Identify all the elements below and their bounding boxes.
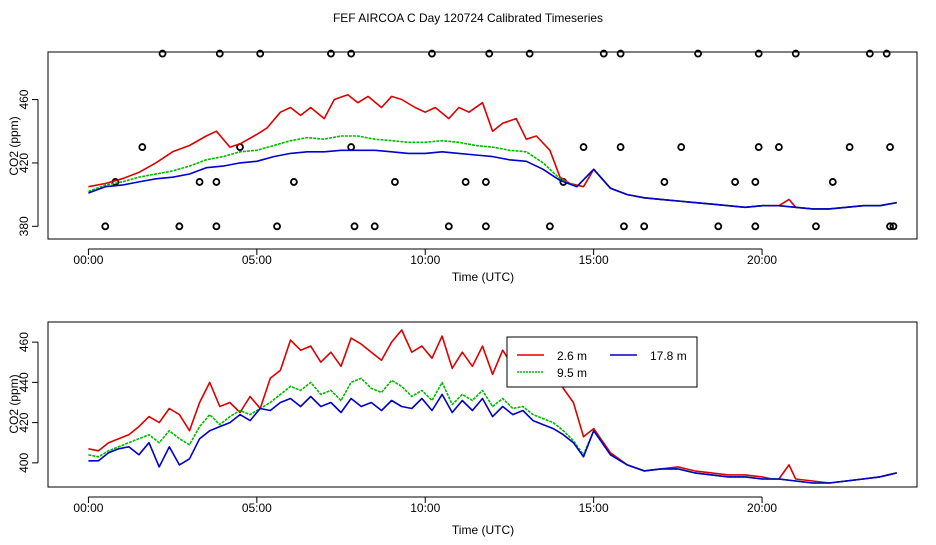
flag-point (195, 178, 204, 186)
figure-title: FEF AIRCOA C Day 120724 Calibrated Times… (333, 11, 603, 25)
x-tick-label: 20:00 (747, 501, 777, 515)
y-tick-label: 400 (17, 453, 31, 473)
y-tick-label: 420 (17, 412, 31, 432)
flag-point (481, 222, 490, 231)
flag-point (391, 178, 399, 186)
flag-point (616, 143, 625, 151)
flag-point (525, 49, 534, 58)
flag-point (327, 49, 335, 58)
series-line-9-5-m (88, 135, 897, 210)
flag-point (754, 49, 763, 58)
y-tick-label: 460 (17, 89, 31, 109)
top-y-axis-label: CO2 (ppm) (7, 116, 21, 175)
flag-point (640, 222, 649, 231)
flag-point (481, 178, 490, 186)
flag-point (775, 143, 783, 151)
flag-point (886, 143, 894, 151)
flag-point (694, 49, 702, 58)
flag-point (370, 222, 379, 231)
flag-point (828, 178, 837, 186)
flag-point (845, 143, 854, 151)
flag-point (882, 49, 891, 58)
flag-point (754, 143, 763, 151)
flag-point (273, 222, 281, 231)
flag-point (677, 143, 686, 151)
legend-label-2-6m: 2.6 m (557, 349, 587, 363)
flag-point (714, 222, 723, 231)
flag-point (599, 49, 608, 58)
flag-point (751, 222, 760, 231)
bottom-panel: CO2 (ppm) Time (UTC) 00:00 05:00 10:00 15:0… (7, 321, 918, 537)
x-tick-label: 05:00 (242, 253, 272, 267)
flag-point (751, 178, 760, 186)
flag-point (620, 222, 628, 231)
flag-point (350, 222, 359, 231)
x-tick-label: 15:00 (579, 501, 609, 515)
x-tick-label: 20:00 (747, 253, 777, 267)
flag-point (545, 222, 554, 231)
top-x-axis-label: Time (UTC) (452, 270, 514, 284)
flag-point (616, 49, 625, 58)
flag-point (812, 222, 820, 231)
series-line-17-8-m (88, 393, 897, 484)
x-tick-label: 10:00 (410, 501, 440, 515)
flag-point (485, 49, 494, 58)
x-tick-label: 10:00 (410, 253, 440, 267)
legend-box (506, 336, 698, 388)
flag-point (212, 178, 221, 186)
flag-point (215, 49, 224, 58)
bottom-y-axis-label: CO2 (ppm) (7, 374, 21, 433)
flag-point (158, 49, 167, 58)
series-line-2-6-m (88, 329, 897, 484)
y-tick-label: 420 (17, 153, 31, 173)
flag-point (444, 222, 453, 231)
flag-point (461, 178, 470, 186)
legend-label-9-5m: 9.5 m (557, 366, 587, 380)
top-panel: CO2 (ppm) Time (UTC) 00:00 05:00 10:00 15:0… (7, 49, 918, 284)
x-tick-label: 00:00 (73, 253, 103, 267)
x-tick-label: 15:00 (579, 253, 609, 267)
flag-point (886, 222, 894, 231)
flag-point (791, 49, 800, 58)
x-tick-label: 00:00 (73, 501, 103, 515)
series-line-17-8-m (88, 149, 897, 210)
flag-point (175, 222, 184, 231)
flag-point (256, 49, 265, 58)
flag-point (138, 143, 147, 151)
bottom-plot-frame (47, 321, 918, 488)
series-line-2-6-m (88, 94, 897, 210)
flag-point (865, 49, 874, 58)
y-tick-label: 380 (17, 216, 31, 236)
flag-point (731, 178, 740, 186)
flag-point (289, 178, 298, 186)
legend: 2.6 m 17.8 m 9.5 m (506, 336, 698, 388)
y-tick-label: 460 (17, 332, 31, 352)
flag-point (347, 143, 356, 151)
flag-point (347, 49, 356, 58)
flag-point (428, 49, 436, 58)
bottom-x-axis-label: Time (UTC) (452, 523, 514, 537)
flag-point (101, 222, 110, 231)
flag-point (889, 222, 898, 231)
flag-point (579, 143, 588, 151)
flag-point (660, 178, 669, 186)
top-plot-frame (47, 51, 918, 240)
flag-point (212, 222, 221, 231)
y-tick-label: 440 (17, 372, 31, 392)
x-tick-label: 05:00 (242, 501, 272, 515)
legend-label-17-8m: 17.8 m (650, 349, 687, 363)
